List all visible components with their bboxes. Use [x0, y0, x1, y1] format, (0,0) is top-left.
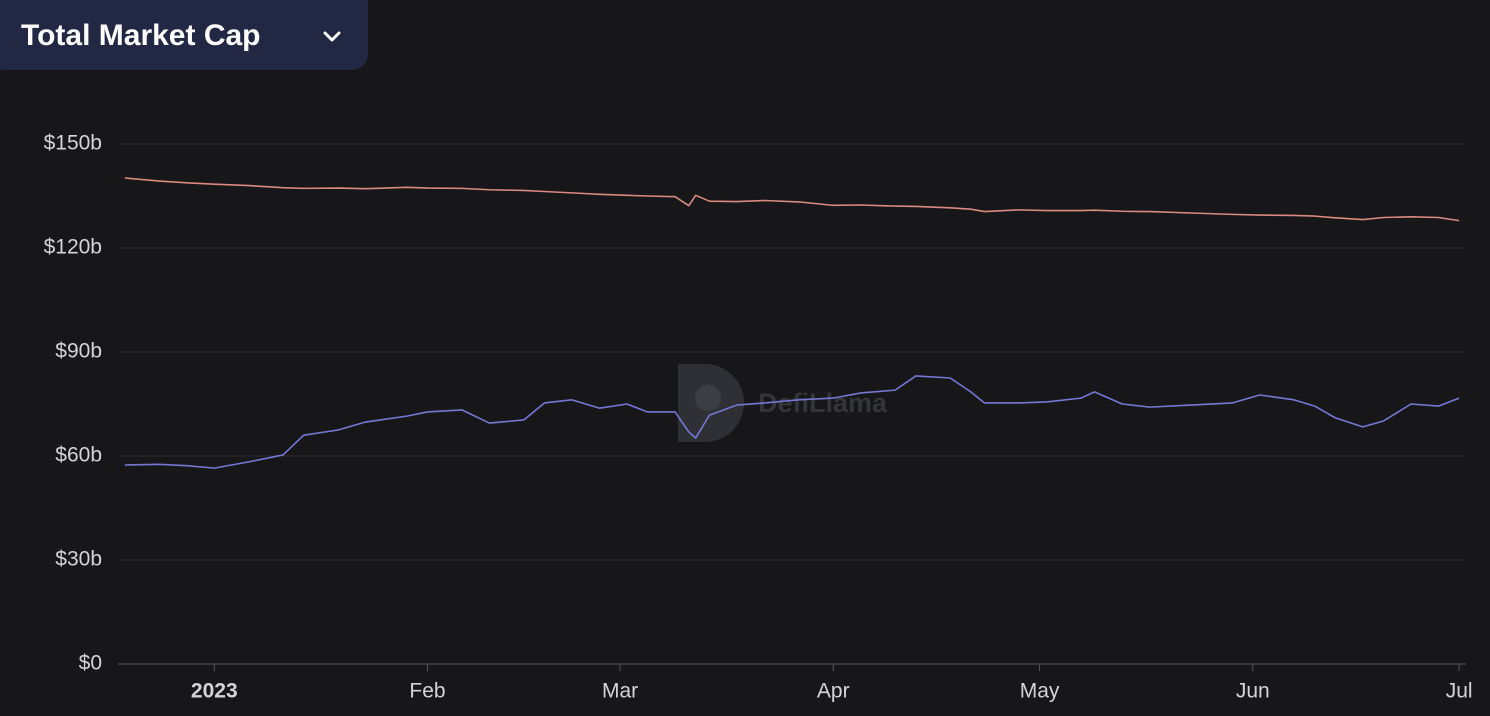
x-tick-label: 2023: [191, 680, 238, 703]
series-line: [124, 177, 1460, 222]
y-tick-label: $60b: [55, 444, 102, 467]
x-tick-label: Feb: [409, 680, 445, 703]
x-tick-label: Jun: [1236, 680, 1270, 703]
series-line: [124, 375, 1460, 469]
y-tick-label: $30b: [55, 548, 102, 571]
y-tick-label: $0: [79, 652, 102, 675]
x-tick-label: May: [1020, 680, 1060, 703]
y-tick-label: $90b: [55, 340, 102, 363]
dropdown-button[interactable]: [0, 0, 368, 70]
grid: $0 $30b $60b $90b $120b $150b 2023 Feb Mar Apr May…: [44, 132, 1473, 703]
y-tick-label: $150b: [44, 132, 102, 155]
y-tick-label: $120b: [44, 236, 102, 259]
chevron-icon[interactable]: [323, 31, 341, 42]
watermark-logo-head: [695, 385, 721, 411]
dropdown-label[interactable]: Total Market Cap: [21, 19, 261, 52]
x-tick-label: Jul: [1446, 680, 1473, 703]
x-tick-label: Mar: [602, 680, 638, 703]
lines: [124, 177, 1460, 469]
metric-dropdown[interactable]: Total Market Cap: [0, 0, 368, 70]
x-tick-label: Apr: [817, 680, 850, 703]
